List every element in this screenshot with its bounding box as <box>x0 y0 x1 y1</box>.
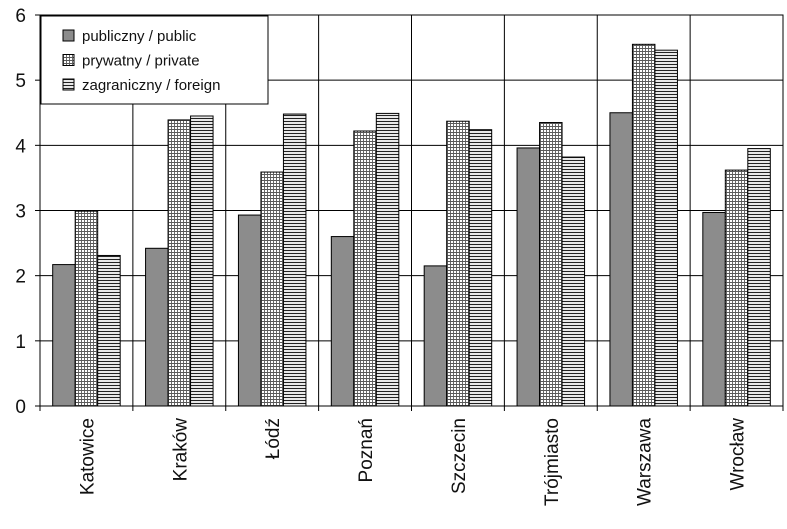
y-tick-label: 5 <box>15 71 26 92</box>
bar-grid <box>74 210 99 407</box>
legend-swatch-horizontal <box>62 78 75 91</box>
bar-grid <box>539 122 563 407</box>
bar-horizontal <box>747 148 771 407</box>
bars <box>52 43 771 407</box>
category-label: Wrocław <box>728 418 749 491</box>
bar-horizontal <box>97 254 121 407</box>
category-label: Poznań <box>356 418 377 482</box>
bar-horizontal <box>468 129 493 407</box>
legend-label: zagraniczny / foreign <box>82 77 220 94</box>
bar-solid <box>52 264 76 407</box>
category-label: Warszawa <box>635 418 656 506</box>
legend-swatch-grid <box>62 54 75 66</box>
legend-label: publiczny / public <box>82 28 197 45</box>
legend: publiczny / public prywatny / private zagr… <box>40 15 269 105</box>
legend-swatch-solid <box>62 29 75 42</box>
legend-box <box>40 15 269 105</box>
bar-solid <box>609 112 633 407</box>
category-label: Łódź <box>263 418 284 459</box>
bar-grid <box>631 43 656 407</box>
y-tick-label: 0 <box>15 397 26 418</box>
bar-horizontal <box>654 49 678 407</box>
bar-horizontal <box>282 113 307 407</box>
y-tick-label: 4 <box>15 136 26 157</box>
y-tick-label: 6 <box>15 6 26 27</box>
bar-grid <box>353 130 377 407</box>
bar-solid <box>702 211 726 407</box>
bar-grid <box>446 120 470 407</box>
bar-grid <box>724 169 749 407</box>
bar-solid <box>237 214 262 407</box>
y-tick-label: 2 <box>15 267 26 288</box>
category-label: Kraków <box>170 418 191 482</box>
bar-solid <box>145 247 169 407</box>
bar-solid <box>423 265 448 407</box>
bar-grid <box>167 119 192 407</box>
bar-horizontal <box>375 112 400 407</box>
legend-label: prywatny / private <box>82 53 200 70</box>
category-label: Katowice <box>77 418 98 495</box>
category-label: Trójmiasto <box>542 418 563 506</box>
bar-solid <box>330 236 355 407</box>
y-tick-label: 1 <box>15 332 26 353</box>
bar-horizontal <box>561 156 586 407</box>
y-tick-label: 3 <box>15 202 26 223</box>
bar-grid <box>260 171 284 407</box>
category-label: Szczecin <box>449 418 470 494</box>
bar-solid <box>516 147 541 407</box>
axes: 0 1 2 3 4 5 6 Katowice Kraków Łódź Poznań Szczecin T… <box>15 6 784 506</box>
bar-horizontal <box>190 115 214 407</box>
